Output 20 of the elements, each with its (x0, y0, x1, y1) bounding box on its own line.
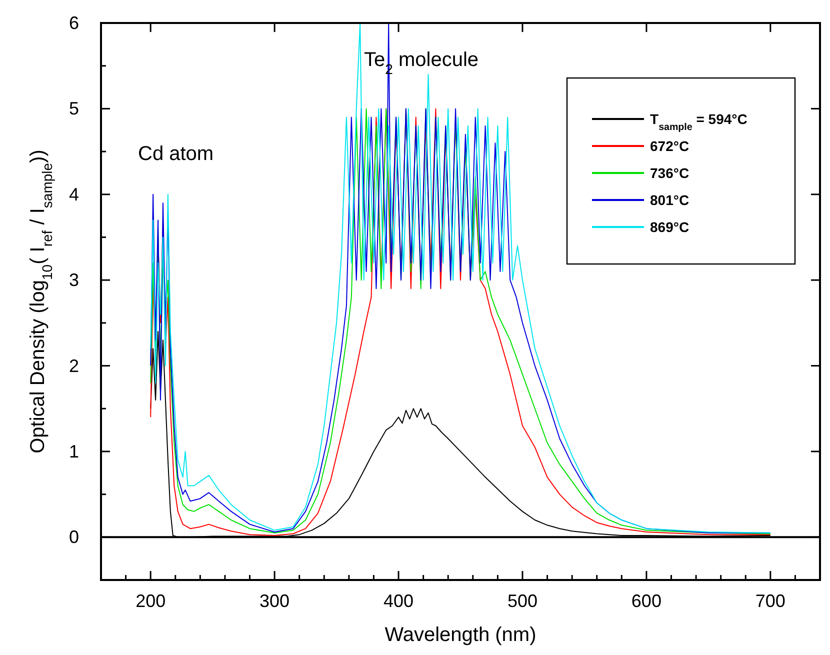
legend-label: 672°C (650, 138, 690, 154)
legend-label: T$_{sample}$ = 594°C (650, 111, 748, 132)
y-tick-label: 0 (68, 527, 79, 548)
y-tick-label: 3 (68, 270, 79, 290)
legend-label: 869°C (650, 219, 690, 235)
x-tick-label: 400 (383, 591, 414, 611)
annotation: Cd atom (138, 143, 214, 165)
y-tick-label: 6 (68, 13, 79, 33)
legend-label: 736°C (650, 165, 690, 181)
x-tick-label: 500 (507, 591, 538, 611)
x-tick-label: 600 (631, 591, 662, 611)
y-tick-label: 1 (68, 441, 79, 462)
y-tick-label: 5 (68, 98, 79, 119)
x-tick-label: 300 (260, 591, 290, 611)
y-tick-label: 2 (68, 356, 79, 376)
y-tick-label: 4 (68, 184, 79, 204)
x-axis-title: Wavelength (nm) (384, 624, 536, 646)
x-tick-label: 200 (136, 591, 166, 611)
legend-label: 801°C (650, 192, 690, 208)
x-tick-label: 700 (755, 591, 786, 611)
